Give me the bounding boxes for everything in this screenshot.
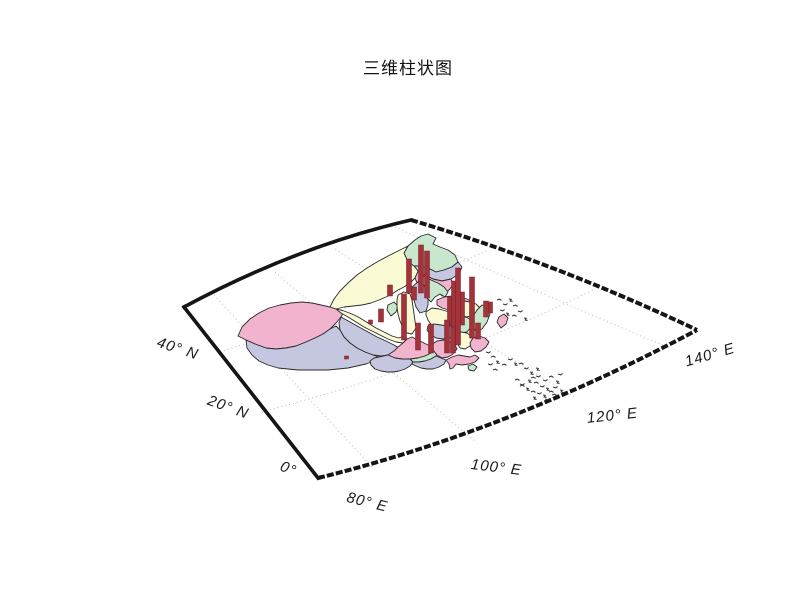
island-speck — [525, 387, 530, 391]
data-bar — [444, 319, 450, 354]
island-speck — [499, 309, 505, 312]
data-bar — [378, 308, 384, 323]
island-speck — [544, 398, 550, 401]
data-bar — [475, 322, 481, 340]
island-speck — [492, 368, 498, 371]
island-speck — [559, 389, 564, 393]
island-speck — [533, 381, 539, 384]
island-speck — [527, 379, 532, 383]
island-speck — [490, 355, 496, 358]
island-speck — [530, 376, 536, 379]
island-speck — [555, 380, 560, 384]
island-speck — [519, 384, 525, 387]
province-fujian — [469, 335, 490, 353]
island-speck — [502, 303, 508, 306]
island-speck — [517, 310, 523, 313]
island-speck — [535, 367, 540, 371]
island-speck — [551, 393, 557, 396]
data-bar — [344, 355, 349, 360]
data-bar — [455, 267, 461, 346]
map-frame-edge — [181, 304, 321, 481]
island-speck — [514, 378, 520, 381]
map-frame-edge-dashed — [410, 218, 698, 332]
island-speck — [518, 362, 524, 365]
island-speck — [542, 394, 547, 398]
data-bar — [415, 322, 421, 351]
island-speck — [495, 360, 500, 364]
data-bar — [406, 258, 412, 294]
island-speck — [535, 375, 541, 378]
data-bar — [469, 276, 475, 339]
island-speck — [539, 385, 545, 388]
data-bar — [401, 293, 407, 341]
data-bar — [411, 286, 417, 301]
island-speck — [548, 375, 554, 378]
island-speck — [529, 371, 534, 375]
island-speck — [496, 298, 502, 301]
island-speck — [487, 363, 493, 366]
data-bar — [450, 326, 456, 354]
province-yunnan — [369, 354, 414, 373]
data-bar — [424, 250, 430, 299]
island-speck — [523, 367, 529, 370]
data-bar — [387, 284, 393, 297]
island-speck — [501, 363, 507, 366]
data-bar — [368, 319, 373, 325]
island-speck — [508, 298, 513, 302]
island-speck — [557, 373, 563, 376]
chart-title: 三维柱状图 — [363, 59, 453, 79]
island-speck — [548, 390, 554, 393]
island-speck — [523, 317, 528, 321]
map-frame-edge-dashed — [317, 328, 698, 480]
island-speck — [532, 396, 537, 400]
graticule-line — [213, 294, 373, 468]
island-speck — [485, 351, 491, 354]
province-inner-mongolia — [329, 245, 419, 310]
island-speck — [511, 314, 517, 317]
island-speck — [513, 362, 518, 366]
island-speck — [507, 358, 513, 361]
map-frame-edge — [181, 217, 414, 310]
island-speck — [530, 390, 536, 393]
island-speck — [552, 386, 558, 389]
island-speck — [545, 387, 550, 391]
province-hainan — [467, 363, 478, 372]
island-speck — [542, 379, 548, 382]
island-speck — [505, 312, 510, 316]
province-ningxia — [386, 301, 399, 317]
province-taiwan — [496, 313, 509, 329]
island-speck — [536, 392, 542, 395]
data-bar — [428, 323, 434, 354]
data-bar — [418, 244, 424, 294]
island-speck — [512, 304, 518, 307]
data-bar — [483, 300, 489, 318]
province-guangxi — [411, 355, 447, 370]
province-guangdong — [445, 354, 480, 370]
